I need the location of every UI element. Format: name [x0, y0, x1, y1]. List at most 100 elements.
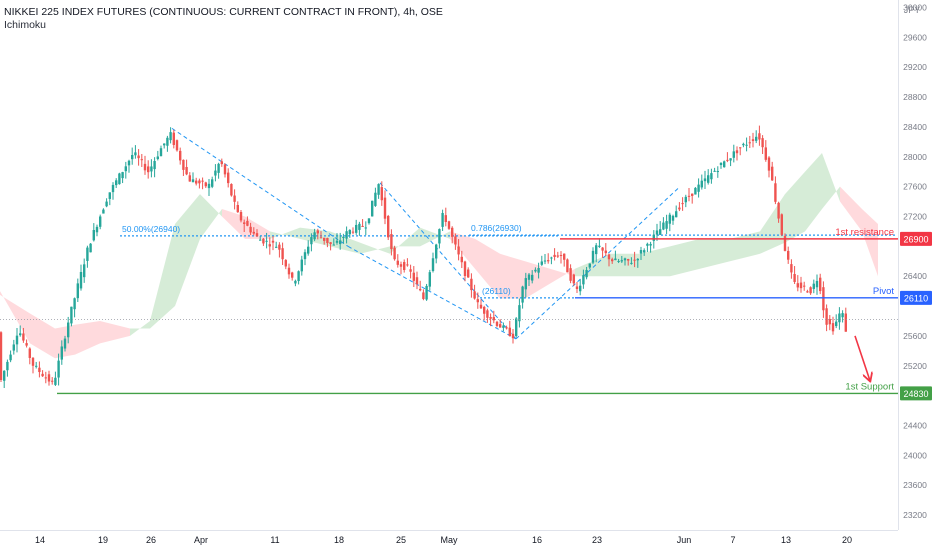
candle-body	[764, 147, 767, 160]
currency-label: JPY	[904, 5, 921, 15]
candle-body	[387, 216, 390, 238]
candle-body	[262, 238, 265, 244]
candle-body	[412, 272, 415, 281]
cloud-segment	[0, 291, 30, 344]
candle-body	[223, 164, 227, 175]
candle-body	[694, 187, 697, 195]
candle-body	[534, 269, 537, 272]
candle-body	[422, 292, 425, 299]
candle-body	[127, 160, 131, 166]
candle-body	[51, 380, 54, 382]
candle-body	[105, 201, 108, 207]
candle-body	[783, 235, 787, 251]
candle-body	[159, 148, 163, 157]
candle-body	[812, 283, 815, 289]
candle-body	[348, 229, 351, 235]
candle-body	[585, 269, 588, 278]
candle-body	[723, 161, 726, 168]
candle-body	[444, 215, 447, 222]
candle-body	[659, 229, 662, 235]
candle-body	[479, 304, 483, 309]
candle-body	[287, 267, 291, 275]
cloud-segment	[245, 216, 270, 239]
candle-body	[841, 313, 844, 318]
candle-body	[41, 373, 44, 377]
candle-body	[201, 180, 204, 182]
candle-body	[499, 324, 502, 328]
candle-body	[351, 231, 355, 233]
candle-body	[627, 259, 630, 261]
candle-body	[179, 150, 182, 161]
candle-body	[630, 262, 633, 264]
candle-body	[185, 167, 188, 175]
candle-body	[252, 231, 255, 234]
candle-body	[60, 346, 63, 360]
candle-body	[777, 202, 780, 219]
candle-body	[441, 212, 444, 227]
candle-body	[303, 252, 307, 260]
candle-body	[86, 247, 89, 261]
candle-body	[796, 283, 799, 288]
candle-body	[361, 225, 364, 227]
candle-body	[383, 197, 387, 219]
candle-body	[611, 259, 614, 262]
candle-body	[425, 285, 428, 300]
candle-body	[662, 222, 665, 230]
candle-body	[111, 184, 115, 193]
cloud-segment	[75, 320, 100, 355]
price-tick-label: 28000	[903, 152, 927, 162]
time-tick-label: 26	[146, 535, 156, 545]
level-price-text: 24830	[903, 389, 928, 399]
candle-body	[681, 203, 684, 205]
candle-body	[844, 313, 847, 332]
candle-body	[697, 184, 700, 192]
price-tick-label: 24400	[903, 420, 927, 430]
candle-body	[47, 374, 51, 382]
candle-body	[790, 264, 793, 273]
candle-body	[598, 245, 601, 247]
candle-body	[435, 244, 438, 259]
cloud-segment	[640, 246, 670, 277]
candle-body	[774, 183, 777, 202]
candle-body	[131, 155, 134, 160]
candle-body	[35, 365, 38, 367]
time-tick-label: 20	[842, 535, 852, 545]
candle-body	[518, 305, 521, 322]
candle-body	[345, 231, 348, 239]
candle-body	[505, 327, 508, 329]
candle-body	[457, 246, 460, 255]
candle-body	[665, 221, 668, 229]
candle-body	[99, 216, 102, 227]
candle-body	[713, 170, 716, 172]
candle-body	[655, 230, 659, 235]
cloud-segment	[100, 320, 130, 344]
cloud-segment	[500, 253, 525, 299]
cloud-segment	[525, 261, 550, 299]
candle-body	[623, 258, 627, 261]
candle-body	[575, 286, 579, 289]
candle-body	[115, 180, 118, 186]
candle-body	[163, 143, 166, 146]
indicator-label[interactable]: Ichimoku	[4, 19, 47, 31]
cloud-segment	[475, 238, 500, 299]
candle-body	[454, 236, 457, 245]
candle-body	[329, 242, 332, 244]
candle-body	[451, 227, 454, 237]
candle-body	[169, 132, 172, 141]
cloud-segment	[450, 231, 475, 269]
candle-body	[188, 175, 191, 182]
time-tick-label: 25	[396, 535, 406, 545]
candle-body	[236, 204, 239, 213]
candle-body	[377, 184, 380, 195]
candle-body	[675, 211, 678, 218]
candle-body	[121, 172, 124, 179]
candle-body	[195, 180, 198, 184]
candle-body	[230, 184, 233, 196]
candle-body	[67, 322, 70, 338]
candle-body	[463, 261, 467, 277]
cloud-segment	[822, 153, 840, 210]
candle-body	[102, 209, 105, 214]
candle-body	[73, 298, 76, 310]
time-tick-label: 18	[334, 535, 344, 545]
